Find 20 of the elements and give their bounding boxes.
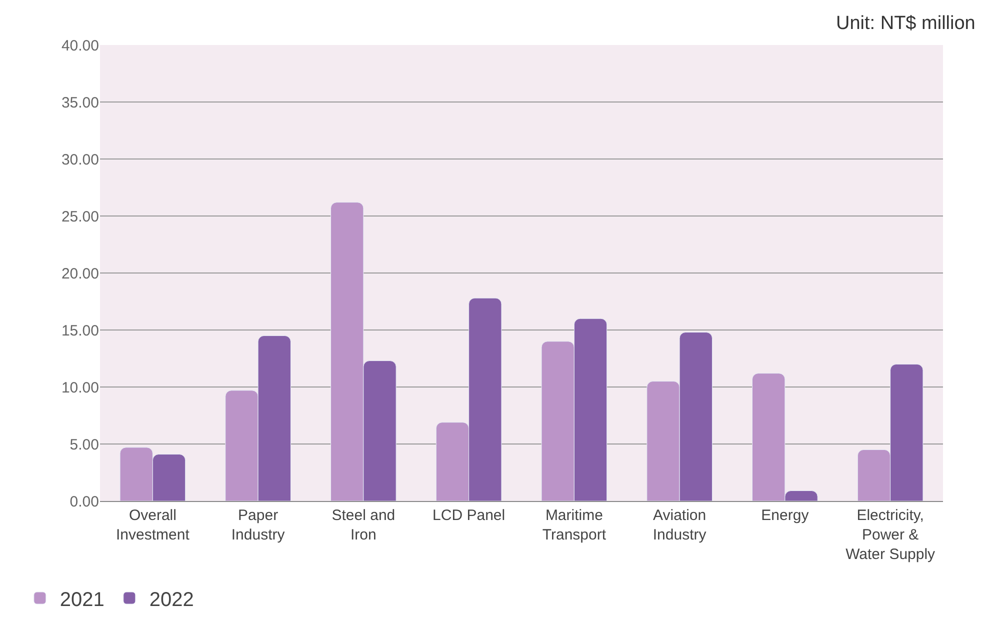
x-tick-label: Electricity, Power & Water Supply (846, 507, 936, 563)
y-tick-label: 5.00 (70, 436, 99, 454)
y-tick-label: 0.00 (70, 493, 99, 510)
x-tick-label: Aviation Industry (652, 507, 707, 544)
y-tick-label: 20.00 (61, 265, 99, 282)
y-tick-label: 40.00 (61, 37, 99, 54)
legend-label: 2022 (149, 588, 194, 611)
x-tick-label: Energy (761, 507, 810, 524)
y-tick-label: 30.00 (61, 151, 99, 168)
text: Unit: NT$ million (836, 13, 976, 34)
y-tick-label: 15.00 (61, 322, 99, 340)
y-tick-label: 25.00 (61, 208, 99, 226)
y-tick-label: 35.00 (61, 94, 99, 112)
legend-label: 2021 (60, 588, 104, 611)
x-tick-label: LCD Panel (432, 507, 506, 524)
x-tick-label: Overall Investment (116, 507, 190, 544)
x-tick-label: Paper Industry (231, 507, 286, 544)
y-tick-label: 10.00 (61, 379, 99, 396)
x-tick-label: Steel and Iron (332, 507, 396, 544)
x-tick-label: Maritime Transport (542, 507, 607, 544)
